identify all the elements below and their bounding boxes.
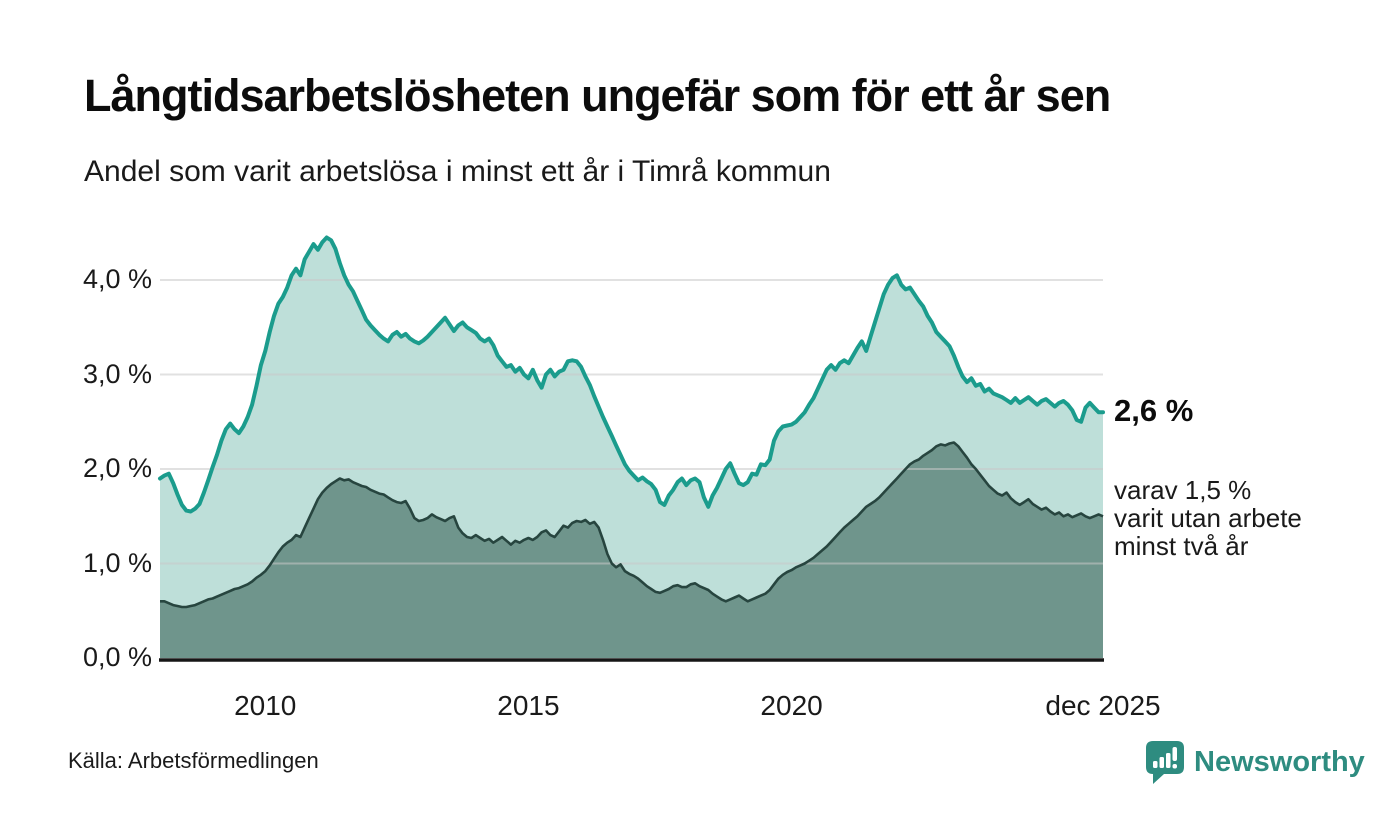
newsworthy-logo-icon xyxy=(1145,740,1185,791)
line-min-one-year xyxy=(158,235,1105,514)
newsworthy-logo-text: Newsworthy xyxy=(1194,746,1365,778)
x-axis-tick-label: 2010 xyxy=(234,690,297,721)
chart-subtitle: Andel som varit arbetslösa i minst ett å… xyxy=(84,155,831,188)
chart-title: Långtidsarbetslösheten ungefär som för e… xyxy=(84,70,1111,121)
y-axis-tick-label: 2,0 % xyxy=(82,453,152,483)
x-axis-tick-label: 2015 xyxy=(497,690,560,721)
end-value-sublabel: varav 1,5 % varit utan arbete minst två … xyxy=(1114,476,1302,560)
y-axis-tick-label: 1,0 % xyxy=(82,547,152,578)
y-axis-tick-label: 0,0 % xyxy=(82,642,152,672)
line-min-two-years xyxy=(160,441,1104,609)
source-note: Källa: Arbetsförmedlingen xyxy=(68,748,319,773)
sub-label-line: minst två år xyxy=(1114,531,1249,562)
sub-label-line: varav 1,5 % xyxy=(1114,475,1252,506)
sub-label-line: varit utan arbete xyxy=(1114,503,1302,534)
end-value-label: 2,6 % xyxy=(1114,393,1194,429)
y-axis-tick-label: 3,0 % xyxy=(82,358,152,389)
y-axis-tick-label: 4,0 % xyxy=(82,264,152,294)
x-axis-tick-label: 2020 xyxy=(760,690,823,721)
x-axis-tick-label: dec 2025 xyxy=(1045,690,1161,721)
newsworthy-logo[interactable]: Newsworthy xyxy=(1145,740,1365,791)
area-min-two-years xyxy=(160,442,1103,658)
